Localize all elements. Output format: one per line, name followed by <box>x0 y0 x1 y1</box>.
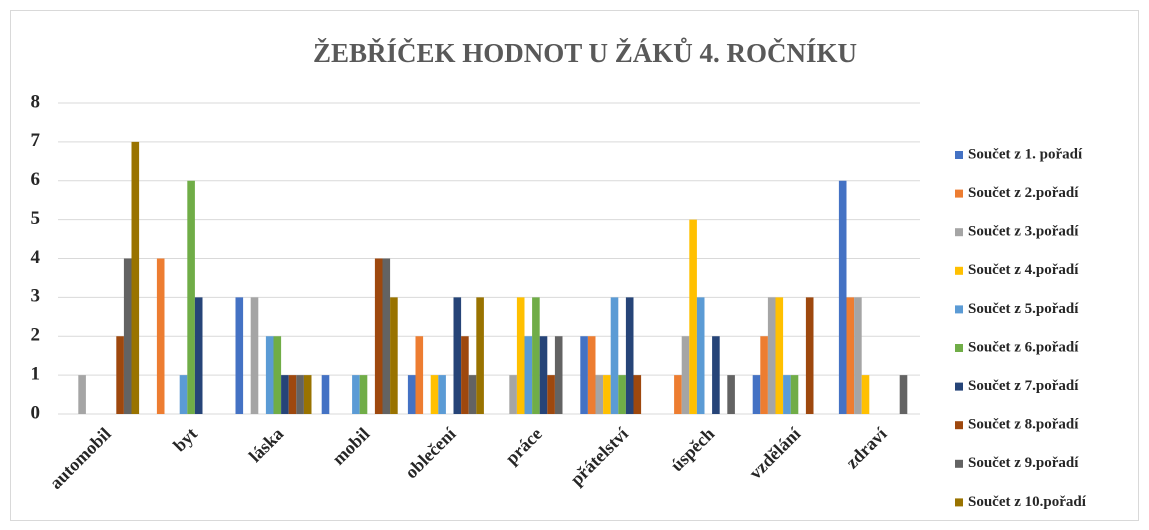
bar <box>681 336 690 414</box>
bar <box>854 297 862 414</box>
bar <box>580 336 588 414</box>
legend-swatch <box>955 344 963 352</box>
bar <box>712 336 720 414</box>
bar <box>415 336 424 414</box>
legend-swatch <box>955 498 963 507</box>
bar <box>179 375 188 414</box>
chart-title: ŽEBŘÍČEK HODNOT U ŽÁKŮ 4. ROČNÍKU <box>313 37 857 68</box>
bar <box>760 336 768 414</box>
bar <box>156 258 165 414</box>
bar <box>468 375 477 414</box>
bar <box>805 297 814 414</box>
chart-border <box>10 10 1139 521</box>
legend-swatch <box>955 151 963 159</box>
bar <box>633 375 642 414</box>
y-tick-label: 5 <box>31 208 41 229</box>
bar <box>625 297 634 414</box>
bar <box>509 375 517 414</box>
legend-label: Součet z 1. pořadí <box>968 146 1083 162</box>
bar <box>696 297 705 414</box>
legend-swatch <box>955 421 963 430</box>
bar <box>516 297 525 414</box>
bar <box>618 375 626 414</box>
legend-label: Součet z 2.pořadí <box>968 185 1079 201</box>
bar <box>846 297 855 414</box>
bar <box>281 375 289 414</box>
y-tick-label: 6 <box>31 169 41 190</box>
bar <box>775 297 784 414</box>
bar <box>547 375 555 414</box>
legend-label: Součet z 8.pořadí <box>968 417 1079 433</box>
bar <box>303 375 312 414</box>
legend-label: Součet z 5.pořadí <box>968 301 1079 317</box>
bar <box>321 375 330 414</box>
bar <box>235 297 244 414</box>
legend-label: Součet z 10.pořadí <box>968 494 1087 510</box>
bar <box>250 297 259 414</box>
bar <box>461 336 469 414</box>
bar <box>78 375 86 414</box>
bar <box>131 141 140 414</box>
y-tick-label: 4 <box>31 247 41 268</box>
bar <box>610 297 619 414</box>
bar <box>790 375 799 414</box>
bar <box>382 258 391 414</box>
y-tick-label: 2 <box>31 325 41 346</box>
y-tick-label: 8 <box>31 91 41 112</box>
bar <box>187 180 195 414</box>
bar <box>752 375 761 414</box>
bar <box>767 297 776 414</box>
legend-swatch <box>955 305 963 314</box>
bar <box>838 180 847 414</box>
bar <box>116 336 124 414</box>
bar <box>374 258 383 414</box>
bar <box>532 297 540 414</box>
bar <box>524 336 533 414</box>
legend-swatch <box>955 266 963 275</box>
bar <box>296 375 304 414</box>
bar <box>123 258 132 414</box>
bar <box>407 375 416 414</box>
legend-swatch <box>955 459 963 468</box>
legend-label: Součet z 7.pořadí <box>968 378 1079 394</box>
bar <box>288 375 297 414</box>
bar <box>390 297 398 414</box>
bar <box>674 375 682 414</box>
legend-swatch <box>955 228 963 237</box>
legend-swatch <box>955 189 963 198</box>
bar <box>194 297 203 414</box>
bar <box>603 375 611 414</box>
bar <box>273 336 282 414</box>
bar <box>453 297 462 414</box>
bar <box>727 375 735 414</box>
bar <box>783 375 791 414</box>
legend-swatch <box>955 382 963 391</box>
y-tick-label: 3 <box>31 286 41 307</box>
bar <box>476 297 484 414</box>
legend-label: Součet z 6.pořadí <box>968 339 1079 355</box>
bar <box>430 375 439 414</box>
y-tick-label: 0 <box>31 402 41 423</box>
bar <box>595 375 604 414</box>
bar <box>359 375 368 414</box>
bar <box>587 336 596 414</box>
bar <box>539 336 548 414</box>
bar <box>265 336 274 414</box>
y-tick-label: 7 <box>31 130 41 151</box>
legend-label: Součet z 4.pořadí <box>968 262 1079 278</box>
bar <box>689 219 697 414</box>
bar <box>899 375 908 414</box>
bar <box>861 375 870 414</box>
legend-label: Součet z 3.pořadí <box>968 224 1079 240</box>
bar <box>352 375 360 414</box>
y-tick-label: 1 <box>31 363 41 384</box>
bar <box>554 336 563 414</box>
legend-label: Součet z 9.pořadí <box>968 455 1079 471</box>
bar <box>438 375 446 414</box>
